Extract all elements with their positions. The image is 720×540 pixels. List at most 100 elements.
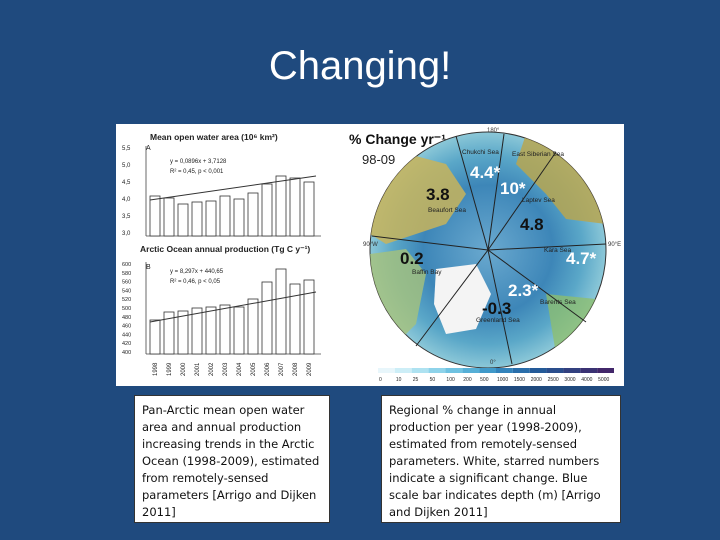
top-bars xyxy=(149,175,315,237)
depth-scale-cell xyxy=(479,368,496,373)
depth-scale-cell xyxy=(428,368,446,373)
greenland-ice xyxy=(434,264,491,334)
top-y-tick-label: 3,0 xyxy=(122,231,131,237)
figure-image: Mean open water area (10⁶ km²) A y = 0,0… xyxy=(116,124,624,386)
depth-scale-cell xyxy=(496,368,513,373)
depth-tick-label: 100 xyxy=(446,377,455,383)
depth-scale-cell xyxy=(580,368,598,373)
year-label: 1998 xyxy=(153,362,159,376)
bottom-bar xyxy=(191,307,203,355)
depth-tick-label: 50 xyxy=(430,377,436,383)
bottom-trend-line xyxy=(149,291,317,323)
sea-label-beaufort: Beaufort Sea xyxy=(428,207,466,214)
bottom-bar xyxy=(275,268,287,355)
depth-tick-label: 1500 xyxy=(514,377,525,383)
depth-tick-label: 500 xyxy=(480,377,489,383)
top-bar xyxy=(247,192,259,237)
bottom-y-tick-label: 420 xyxy=(122,341,131,347)
depth-scale-bar xyxy=(378,368,614,373)
bottom-y-ticks: 600 580 560 540 520 500 480 460 440 420 400 xyxy=(122,262,131,356)
slide-title: Changing! xyxy=(268,44,452,88)
depth-tick-label: 10 xyxy=(396,377,402,383)
bottom-bar xyxy=(303,279,315,355)
bottom-y-tick-label: 440 xyxy=(122,332,131,338)
region-lines xyxy=(371,133,607,365)
region-values: 4.4* 10* 3.8 4.8 4.7* 0.2 2.3* -0.3 xyxy=(400,163,597,318)
depth-tick-label: 2000 xyxy=(531,377,542,383)
depth-scale-cell xyxy=(378,368,395,373)
depth-scale-cell xyxy=(597,368,614,373)
bottom-bar xyxy=(205,306,217,355)
year-label: 2008 xyxy=(293,362,299,376)
lon-bottom: 0° xyxy=(490,360,496,366)
sea-label-baffin: Baffin Bay xyxy=(412,269,442,276)
year-label: 2007 xyxy=(279,362,285,376)
bottom-chart-title: Arctic Ocean annual production (Tg C y⁻¹… xyxy=(140,244,310,254)
depth-scale-cell xyxy=(512,368,530,373)
top-bar xyxy=(205,200,217,237)
depth-tick-label: 200 xyxy=(463,377,472,383)
top-bar xyxy=(303,181,315,237)
top-bar xyxy=(219,195,231,237)
arctic-map: % Change yr⁻¹ 98-09 180° 90°W 90°E 0° Ch… xyxy=(349,124,624,386)
top-bar xyxy=(191,201,203,237)
top-y-tick-label: 4,5 xyxy=(122,180,131,186)
value-central: 4.8 xyxy=(520,215,544,234)
bar-charts: Mean open water area (10⁶ km²) A y = 0,0… xyxy=(122,132,321,376)
depth-scale-cell xyxy=(394,368,412,373)
bottom-bar xyxy=(177,310,189,355)
depth-tick-label: 1000 xyxy=(497,377,508,383)
lon-left: 90°W xyxy=(363,242,378,248)
value-east-siberian: 10* xyxy=(500,179,526,198)
bottom-bar xyxy=(233,306,245,355)
top-chart-title: Mean open water area (10⁶ km²) xyxy=(150,132,278,142)
bottom-y-tick-label: 580 xyxy=(122,271,131,277)
top-equation-1: y = 0,0896x + 3,7128 xyxy=(170,159,227,165)
depth-tick-label: 25 xyxy=(413,377,419,383)
year-label: 2003 xyxy=(223,362,229,376)
bottom-bar xyxy=(219,304,231,355)
year-label: 2009 xyxy=(307,362,313,376)
bottom-y-tick-label: 540 xyxy=(122,288,131,294)
bottom-bar xyxy=(163,311,175,355)
depth-scale-cell xyxy=(563,368,581,373)
year-label: 2002 xyxy=(209,362,215,376)
bottom-bars xyxy=(149,268,315,355)
top-y-ticks: 5,5 5,0 4,5 4,0 3,5 3,0 xyxy=(122,146,131,237)
top-bar xyxy=(163,197,175,237)
figure-svg: Mean open water area (10⁶ km²) A y = 0,0… xyxy=(122,124,624,386)
sea-label-greenland: Greenland Sea xyxy=(476,317,520,324)
bottom-bar xyxy=(261,281,273,355)
year-labels: 1998 1999 2000 2001 2002 2003 2004 2005 2006 2007… xyxy=(153,362,313,376)
year-label: 2001 xyxy=(195,362,201,376)
top-y-tick-label: 5,5 xyxy=(122,146,131,152)
bottom-y-tick-label: 400 xyxy=(122,350,131,356)
bottom-y-tick-label: 460 xyxy=(122,324,131,330)
sea-label-laptev: Laptev Sea xyxy=(522,197,555,204)
top-bar xyxy=(149,195,161,237)
top-bar xyxy=(275,175,287,237)
bottom-panel-letter: B xyxy=(146,264,151,271)
depth-scale-cell xyxy=(445,368,463,373)
bottom-equation-2: R² = 0,46, p < 0,05 xyxy=(170,279,221,285)
top-equation-2: R² = 0,45, p < 0,001 xyxy=(170,169,224,175)
year-label: 2004 xyxy=(237,362,243,376)
year-label: 2006 xyxy=(265,362,271,376)
depth-scale-cell xyxy=(411,368,429,373)
lon-top: 180° xyxy=(487,128,500,134)
map-period: 98-09 xyxy=(362,152,395,167)
sea-label-chukchi: Chukchi Sea xyxy=(462,149,499,156)
bottom-y-tick-label: 520 xyxy=(122,297,131,303)
depth-scale-ticks: 0 10 25 50 100 200 500 1000 1500 2000 2500 3000 4000… xyxy=(379,377,609,383)
year-label: 2000 xyxy=(181,362,187,376)
sea-label-kara: Kara Sea xyxy=(544,247,571,254)
bottom-bar xyxy=(149,319,161,355)
value-barents: 2.3* xyxy=(508,281,539,300)
depth-scale-cell xyxy=(462,368,480,373)
depth-tick-label: 0 xyxy=(379,377,382,383)
caption-left: Pan-Arctic mean open water area and annu… xyxy=(134,395,330,523)
top-bar xyxy=(233,198,245,237)
depth-tick-label: 3000 xyxy=(564,377,575,383)
bottom-y-tick-label: 600 xyxy=(122,262,131,268)
depth-tick-label: 5000 xyxy=(598,377,609,383)
